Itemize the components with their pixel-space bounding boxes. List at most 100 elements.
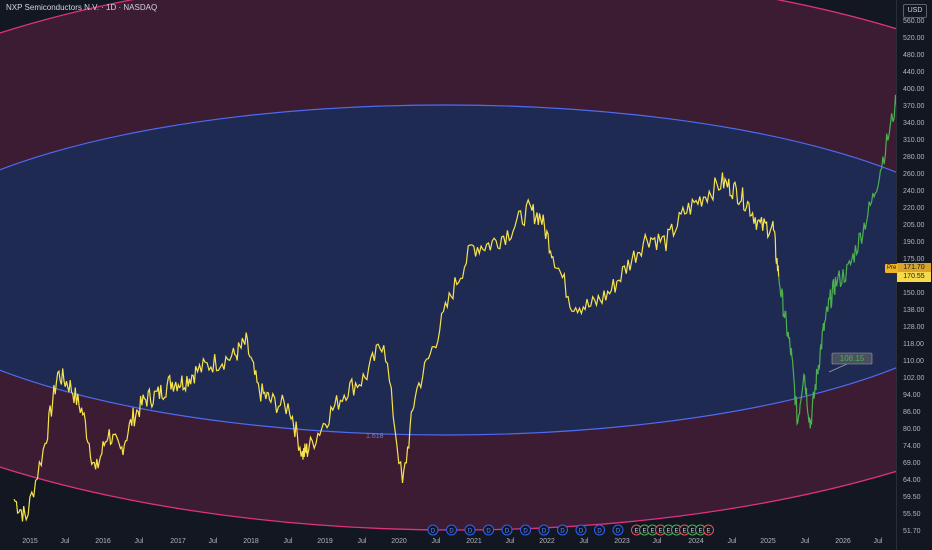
- dividend-marker-letter: D: [542, 529, 547, 535]
- dividend-marker[interactable]: [483, 524, 494, 536]
- price-tick: 94.00: [903, 392, 921, 399]
- earnings-marker-letter: E: [698, 529, 702, 535]
- time-tick: Jul: [873, 538, 883, 545]
- earnings-marker-letter: E: [690, 529, 694, 535]
- time-tick: 2023: [614, 538, 630, 545]
- price-tick: 240.00: [903, 188, 925, 195]
- time-tick: Jul: [727, 538, 737, 545]
- dividend-marker-letter: D: [579, 529, 584, 535]
- price-tick: 64.00: [903, 477, 921, 484]
- dividend-marker[interactable]: [427, 524, 439, 536]
- price-tick: 128.00: [903, 324, 925, 331]
- dividend-marker-letter: D: [523, 529, 528, 535]
- price-tick: 55.50: [903, 511, 921, 518]
- time-tick: Jul: [60, 538, 70, 545]
- dividend-marker[interactable]: [575, 524, 587, 536]
- chart-title: NXP Semiconductors N.V. · 1D · NASDAQ: [6, 3, 158, 12]
- time-tick: 2018: [243, 538, 259, 545]
- price-tick: 520.00: [903, 35, 925, 42]
- dividend-marker-letter: D: [486, 529, 491, 535]
- dividend-marker-letter: D: [560, 529, 565, 535]
- time-tick: Jul: [134, 538, 144, 545]
- time-tick: Jul: [652, 538, 662, 545]
- price-tick: 280.00: [903, 154, 925, 161]
- earnings-marker-letter: E: [650, 529, 654, 535]
- earnings-marker-letter: E: [666, 529, 670, 535]
- dividend-marker[interactable]: [594, 524, 605, 536]
- dividend-marker[interactable]: [557, 524, 568, 536]
- price-tick: 59.50: [903, 494, 921, 501]
- dividend-marker[interactable]: [501, 524, 513, 536]
- price-tick: 310.00: [903, 137, 925, 144]
- time-tick: 2024: [688, 538, 704, 545]
- dividend-marker[interactable]: [538, 524, 550, 536]
- price-tick: 74.00: [903, 443, 921, 450]
- price-tick: 190.00: [903, 239, 925, 246]
- price-tick: 150.00: [903, 290, 925, 297]
- fib-ratio-label: 1.618: [366, 433, 384, 440]
- time-tick: 2021: [466, 538, 482, 545]
- price-tick: 86.00: [903, 409, 921, 416]
- price-series: [13, 94, 896, 522]
- earnings-marker-letter: E: [674, 529, 678, 535]
- time-tick: 2015: [22, 538, 38, 545]
- dividend-marker-letter: D: [431, 529, 436, 535]
- inner-ellipse[interactable]: [0, 104, 932, 436]
- dividend-marker-letter: D: [468, 529, 473, 535]
- price-tick: 560.00: [903, 18, 925, 25]
- time-tick: Jul: [579, 538, 589, 545]
- currency-button[interactable]: USD: [903, 4, 927, 18]
- price-tick: 175.00: [903, 256, 925, 263]
- time-tick: Jul: [800, 538, 810, 545]
- time-tick: Jul: [357, 538, 367, 545]
- time-tick: 2019: [317, 538, 333, 545]
- time-tick: 2017: [170, 538, 186, 545]
- pre-market-price: 171.70: [897, 263, 931, 272]
- earnings-marker-letter: E: [682, 529, 686, 535]
- dividend-marker-letter: D: [449, 529, 454, 535]
- dividend-marker[interactable]: [464, 524, 476, 536]
- price-tick: 110.00: [903, 358, 924, 365]
- time-tick: 2025: [760, 538, 776, 545]
- callout: 108.15: [828, 352, 873, 373]
- price-tick: 340.00: [903, 120, 925, 127]
- time-tick: Jul: [283, 538, 293, 545]
- time-tick: Jul: [431, 538, 441, 545]
- pre-market-label: Pre: [885, 264, 899, 273]
- time-tick: 2026: [835, 538, 851, 545]
- callout-value: 108.15: [840, 354, 865, 363]
- dividend-marker-letter: D: [505, 529, 510, 535]
- earnings-marker-letter: E: [706, 529, 710, 535]
- time-tick: Jul: [505, 538, 515, 545]
- dividend-marker[interactable]: [520, 524, 531, 536]
- time-tick: Jul: [208, 538, 218, 545]
- dividend-marker-letter: D: [616, 529, 621, 535]
- earnings-marker-letter: E: [658, 529, 662, 535]
- earnings-marker[interactable]: [703, 524, 714, 536]
- price-tick: 370.00: [903, 103, 925, 110]
- price-tick: 440.00: [903, 69, 925, 76]
- price-tick: 220.00: [903, 205, 925, 212]
- price-tick: 102.00: [903, 375, 925, 382]
- price-tick: 205.00: [903, 222, 925, 229]
- price-tick: 260.00: [903, 171, 925, 178]
- price-line: [13, 172, 780, 522]
- price-tick: 80.00: [903, 426, 921, 433]
- price-tick: 118.00: [903, 341, 924, 348]
- dividend-marker-letter: D: [597, 529, 602, 535]
- price-tick: 400.00: [903, 86, 925, 93]
- earnings-marker-letter: E: [642, 529, 646, 535]
- price-tick: 51.70: [903, 528, 921, 535]
- price-tick: 69.00: [903, 460, 921, 467]
- dividend-marker[interactable]: [612, 524, 624, 536]
- dividend-marker[interactable]: [446, 524, 457, 536]
- time-tick: 2020: [391, 538, 407, 545]
- earnings-marker-letter: E: [634, 529, 638, 535]
- time-tick: 2016: [95, 538, 111, 545]
- last-price-badge: 170.55: [897, 272, 931, 282]
- projection-line: [778, 94, 896, 429]
- price-tick: 138.00: [903, 307, 925, 314]
